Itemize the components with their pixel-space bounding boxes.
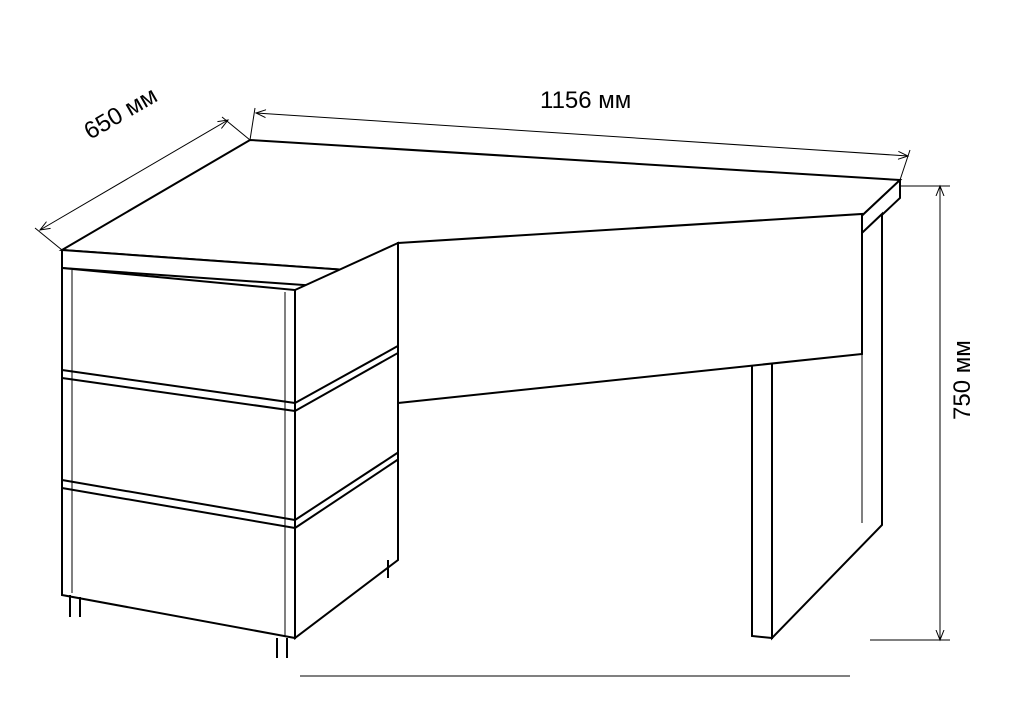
dim-width-label: 1156 мм (540, 87, 631, 114)
dim-height-label: 750 мм (949, 340, 976, 420)
dim-depth-label: 650 мм (80, 82, 163, 145)
cabinet-side (295, 243, 398, 638)
desk-technical-drawing: 1156 мм 650 мм 750 мм (0, 0, 1024, 725)
cabinet-front (62, 268, 295, 638)
